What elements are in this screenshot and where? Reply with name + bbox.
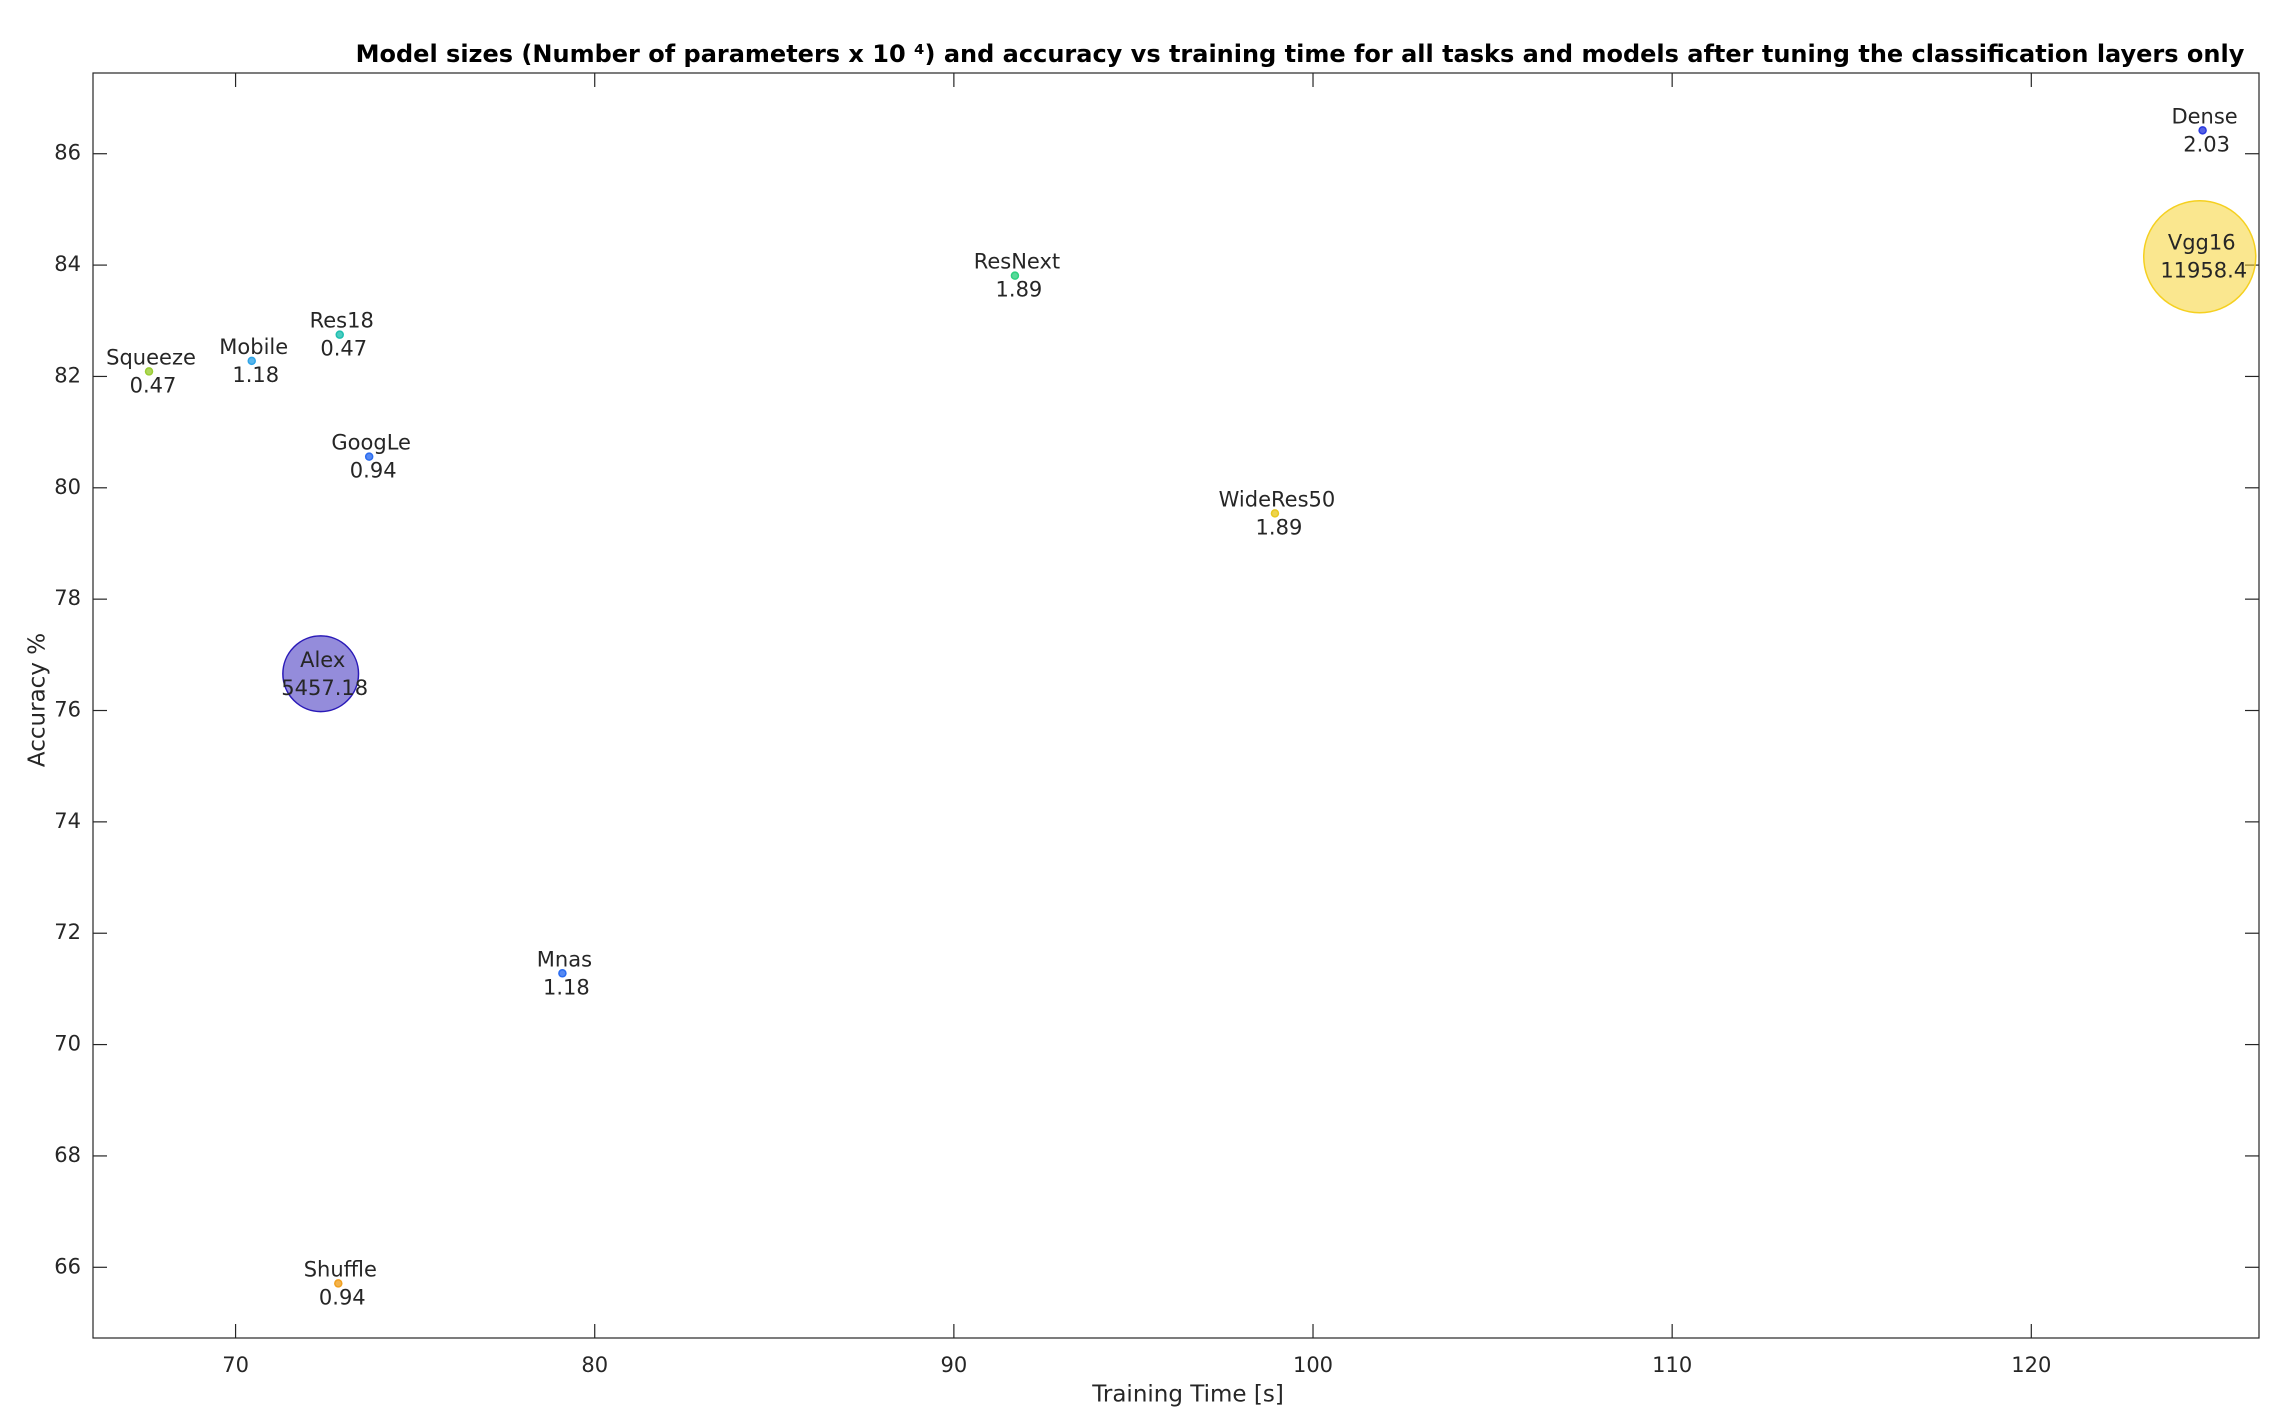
point-name: Alex — [300, 648, 345, 672]
y-tick-label: 80 — [54, 475, 81, 499]
bubble — [364, 452, 374, 461]
bubble — [1010, 271, 1020, 280]
point-size: 0.94 — [350, 459, 397, 483]
axes-box — [92, 72, 2260, 1339]
point-name: WideRes50 — [1219, 487, 1336, 511]
bubble — [282, 635, 360, 713]
point-size: 0.47 — [320, 337, 367, 361]
bubble — [558, 969, 567, 978]
y-tick-label: 74 — [54, 809, 81, 833]
y-tick-label: 78 — [54, 586, 81, 610]
point-name: GoogLe — [331, 431, 411, 455]
bubble — [1270, 509, 1280, 518]
x-axis-label: Training Time [s] — [1091, 1382, 1284, 1408]
y-tick-label: 86 — [54, 141, 81, 165]
x-tick-label: 120 — [2011, 1353, 2051, 1377]
y-tick-label: 68 — [54, 1143, 81, 1167]
point-size: 1.18 — [543, 975, 590, 999]
point-name: Vgg16 — [2168, 231, 2236, 255]
bubble — [2198, 126, 2207, 135]
point-name: Dense — [2171, 104, 2237, 128]
point-size: 1.89 — [996, 278, 1043, 302]
x-tick-label: 70 — [222, 1353, 249, 1377]
x-tick-label: 90 — [941, 1353, 968, 1377]
x-tick-label: 100 — [1293, 1353, 1333, 1377]
x-tick-label: 80 — [581, 1353, 608, 1377]
y-tick-label: 72 — [54, 920, 81, 944]
bubble — [247, 356, 256, 366]
point-name: ResNext — [974, 250, 1060, 274]
y-tick-label: 66 — [54, 1254, 81, 1278]
point-size: 2.03 — [2183, 132, 2230, 156]
y-tick-label: 82 — [54, 363, 81, 387]
point-name: Res18 — [310, 309, 374, 333]
point-name: Mobile — [219, 335, 288, 359]
point-name: Shuffle — [304, 1257, 377, 1281]
y-tick-label: 76 — [54, 698, 81, 722]
x-tick-label: 110 — [1652, 1353, 1692, 1377]
y-tick-label: 84 — [54, 252, 81, 276]
point-size: 0.94 — [319, 1285, 366, 1309]
bubble — [335, 330, 344, 339]
y-axis-label: Accuracy % — [25, 633, 51, 767]
point-size: 1.18 — [232, 363, 279, 387]
bubble — [144, 367, 154, 376]
point-size: 11958.4 — [2160, 259, 2247, 283]
point-size: 5457.18 — [281, 676, 368, 700]
point-size: 1.89 — [1256, 515, 1303, 539]
point-size: 0.47 — [130, 373, 177, 397]
bubble — [2142, 199, 2257, 314]
chart-title: Model sizes (Number of parameters x 10 ⁴… — [356, 40, 2245, 68]
y-tick-label: 70 — [54, 1032, 81, 1056]
bubble — [334, 1279, 343, 1288]
point-name: Squeeze — [106, 345, 196, 369]
point-name: Mnas — [537, 947, 592, 971]
